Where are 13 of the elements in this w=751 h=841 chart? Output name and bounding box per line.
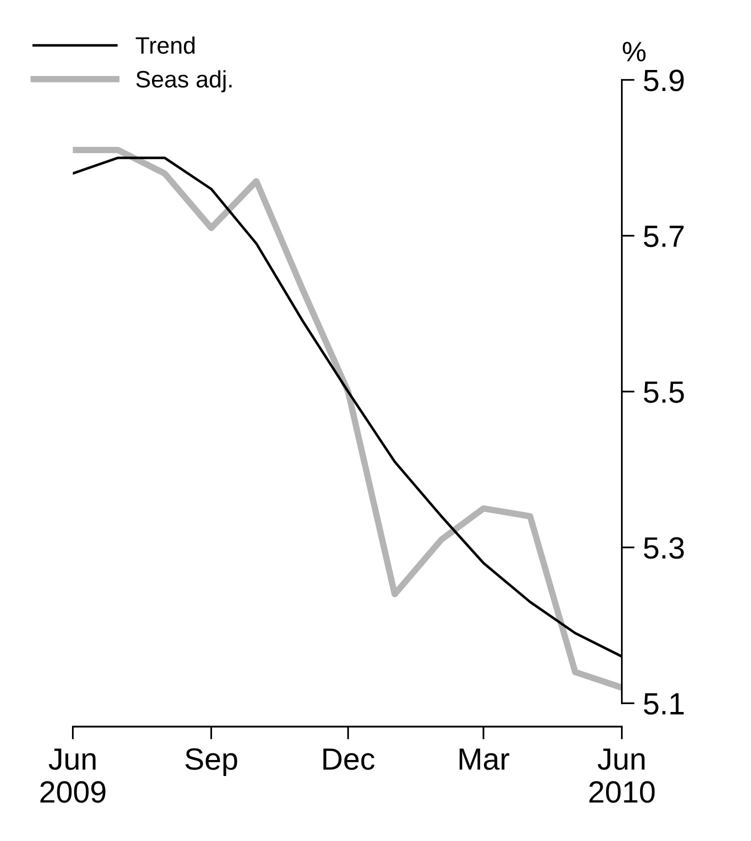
- y-tick-label: 5.5: [644, 382, 684, 403]
- x-tick-label: Sep: [185, 748, 238, 776]
- y-tick-label: 5.9: [644, 70, 684, 92]
- x-tick-label: Jun 2009: [40, 748, 106, 803]
- x-tick-label: Jun 2010: [589, 748, 655, 803]
- y-tick-label: 5.7: [644, 226, 684, 248]
- y-tick-label: 5.3: [644, 537, 684, 559]
- x-tick-label: Mar: [460, 748, 510, 770]
- y-axis-title: %: [622, 42, 646, 62]
- legend-label: Trend: [136, 36, 195, 54]
- legend-label: Seas adj.: [136, 70, 232, 92]
- x-tick-label: Dec: [323, 748, 374, 770]
- y-tick-label: 5.1: [644, 693, 684, 715]
